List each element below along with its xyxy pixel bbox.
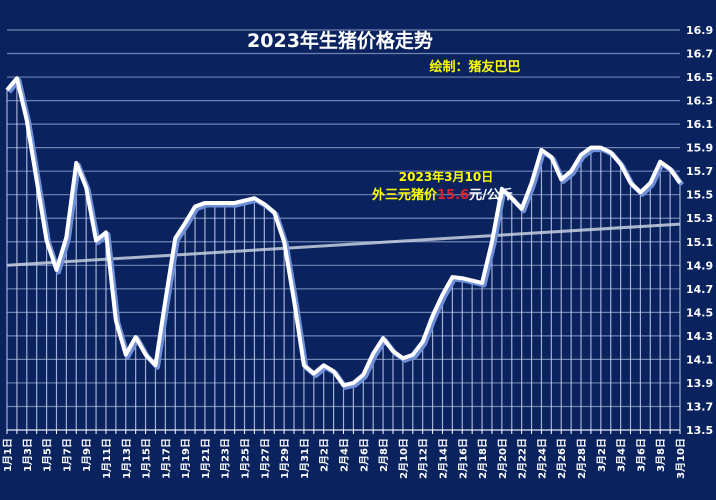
- chart-credit: 绘制：猪友巴巴: [429, 59, 520, 75]
- x-tick-label: 1月5日: [42, 438, 54, 472]
- y-tick-label: 13.5: [686, 424, 713, 437]
- y-tick-label: 15.3: [686, 212, 713, 225]
- chart-title: 2023年生猪价格走势: [247, 29, 433, 52]
- x-tick-label: 1月31日: [299, 438, 311, 479]
- x-tick-label: 1月19日: [180, 438, 192, 479]
- x-tick-label: 2月10日: [398, 438, 410, 479]
- y-tick-label: 14.3: [686, 330, 713, 343]
- y-tick-label: 16.9: [686, 24, 713, 37]
- x-tick-label: 1月13日: [121, 438, 133, 479]
- drop-lines: [6, 78, 681, 434]
- annotation-date: 2023年3月10日: [399, 169, 493, 184]
- y-tick-label: 14.5: [686, 306, 713, 319]
- y-tick-label: 15.1: [686, 236, 713, 249]
- x-tick-label: 1月25日: [240, 438, 252, 479]
- x-tick-label: 3月4日: [616, 438, 628, 472]
- x-tick-label: 1月7日: [61, 438, 73, 472]
- x-tick-label: 2月8日: [378, 438, 390, 472]
- y-tick-label: 16.3: [686, 95, 713, 108]
- x-tick-label: 1月9日: [81, 438, 93, 472]
- x-tick-label: 2月20日: [497, 438, 509, 479]
- x-tick-label: 1月11日: [101, 438, 113, 479]
- x-tick-label: 1月15日: [141, 438, 153, 479]
- y-tick-label: 13.7: [686, 400, 713, 413]
- annotation-suffix: 元/公斤: [469, 187, 513, 203]
- x-tick-label: 1月27日: [259, 438, 271, 479]
- trend-line: [6, 222, 681, 267]
- x-tick-label: 1月1日: [2, 438, 14, 472]
- x-tick-label: 2月24日: [536, 438, 548, 479]
- y-tick-label: 16.5: [686, 71, 713, 84]
- y-tick-label: 15.9: [686, 142, 713, 155]
- y-tick-label: 16.7: [686, 48, 713, 61]
- x-tick-label: 2月26日: [556, 438, 568, 479]
- annotation-value: 15.6: [437, 188, 469, 203]
- y-tick-labels: 13.5 13.7 13.9 14.1 14.3 14.5 14.7 14.9 15.1 15.3…: [686, 24, 713, 437]
- x-tick-label: 2月18日: [477, 438, 489, 479]
- x-tick-label: 2月16日: [457, 438, 469, 479]
- y-tick-label: 13.9: [686, 377, 713, 390]
- series-line: [5, 76, 682, 388]
- x-tick-label: 2月6日: [358, 438, 370, 472]
- y-tick-label: 14.9: [686, 259, 713, 272]
- x-tick-label: 1月29日: [279, 438, 291, 479]
- y-tick-label: 15.5: [686, 189, 713, 202]
- x-tick-label: 1月23日: [220, 438, 232, 479]
- x-tick-label: 1月21日: [200, 438, 212, 479]
- x-tick-label: 3月10日: [675, 438, 687, 479]
- x-tick-label: 2月28日: [576, 438, 588, 479]
- x-tick-label: 2月14日: [437, 438, 449, 479]
- x-tick-label: 3月2日: [596, 438, 608, 472]
- annotation-prefix: 外三元猪价: [371, 187, 438, 203]
- y-tick-label: 16.1: [686, 118, 713, 131]
- x-tick-label: 3月6日: [635, 438, 647, 472]
- y-tick-label: 14.1: [686, 353, 713, 366]
- y-tick-label: 14.7: [686, 283, 713, 296]
- x-tick-label: 2月2日: [319, 438, 331, 472]
- x-tick-label: 2月4日: [339, 438, 351, 472]
- x-tick-label: 1月17日: [160, 438, 172, 479]
- x-tick-label: 2月12日: [418, 438, 430, 479]
- x-tick-label: 3月8日: [655, 438, 667, 472]
- x-tick-label: 2月22日: [517, 438, 529, 479]
- x-tick-label: 1月3日: [22, 438, 34, 472]
- x-tick-labels: 1月1日 1月3日 1月5日 1月7日 1月9日 1月11日 1月13日 1月15日 1月17日…: [2, 438, 687, 479]
- y-tick-label: 15.7: [686, 165, 713, 178]
- annotation-price: 外三元猪价15.6元/公斤: [371, 187, 513, 203]
